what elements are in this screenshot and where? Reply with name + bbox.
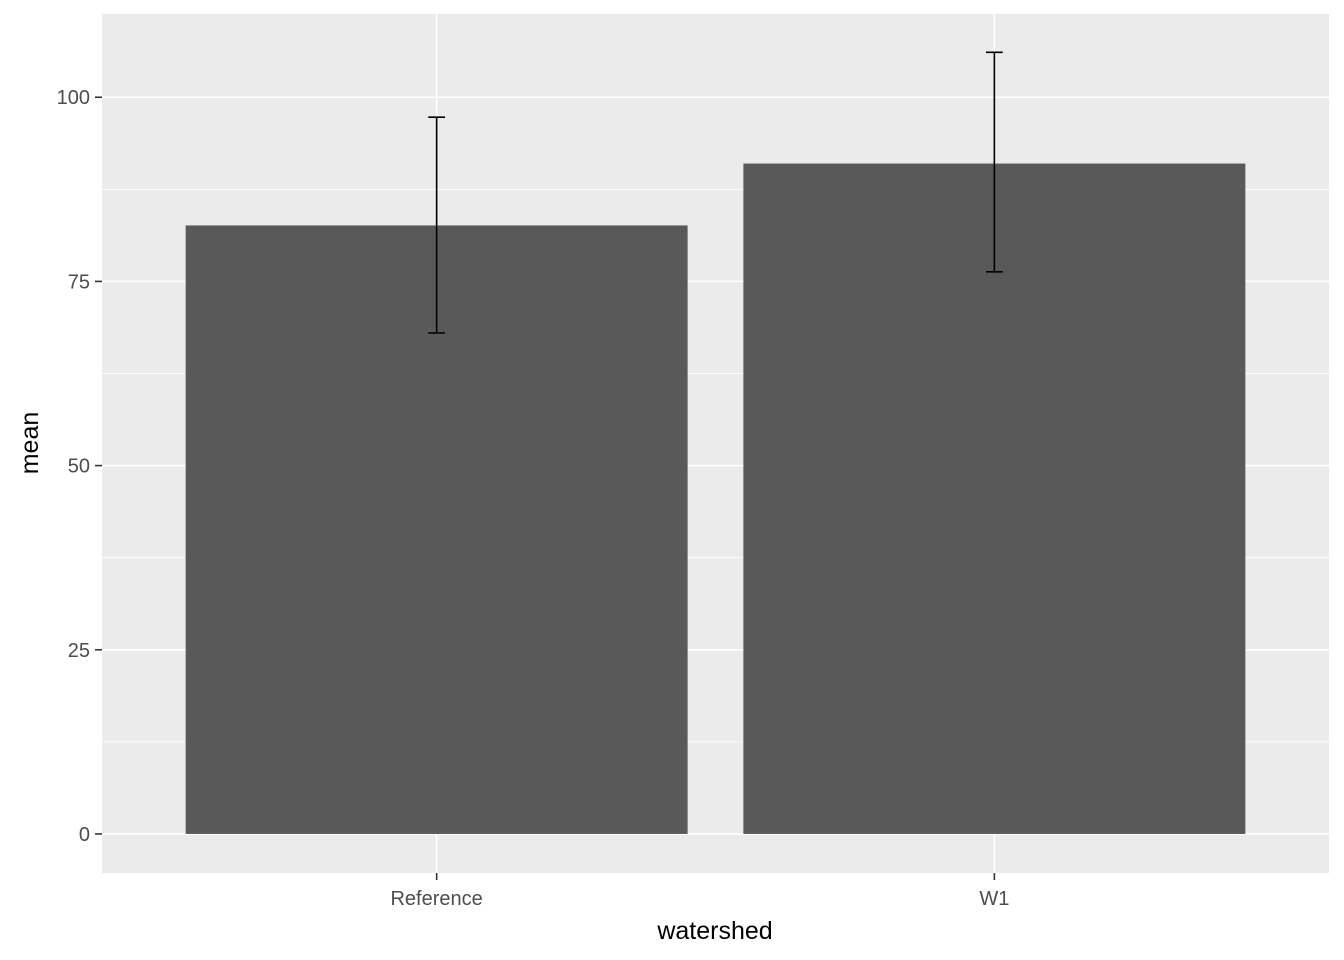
y-axis: 0 25 50 75 100 xyxy=(57,87,102,846)
y-tick-label: 75 xyxy=(68,271,90,293)
bars xyxy=(185,163,1246,834)
y-tick-label: 0 xyxy=(79,824,90,846)
x-tick-label: Reference xyxy=(390,888,482,910)
x-axis: Reference W1 xyxy=(390,873,1009,910)
x-axis-title: watershed xyxy=(656,917,772,945)
y-tick-label: 50 xyxy=(68,456,90,478)
error-bars xyxy=(428,51,1003,334)
y-tick-label: 100 xyxy=(57,87,90,109)
y-tick-label: 25 xyxy=(68,640,90,662)
x-tick-label: W1 xyxy=(979,888,1009,910)
bar-w1 xyxy=(743,163,1246,834)
y-axis-title: mean xyxy=(16,412,44,475)
